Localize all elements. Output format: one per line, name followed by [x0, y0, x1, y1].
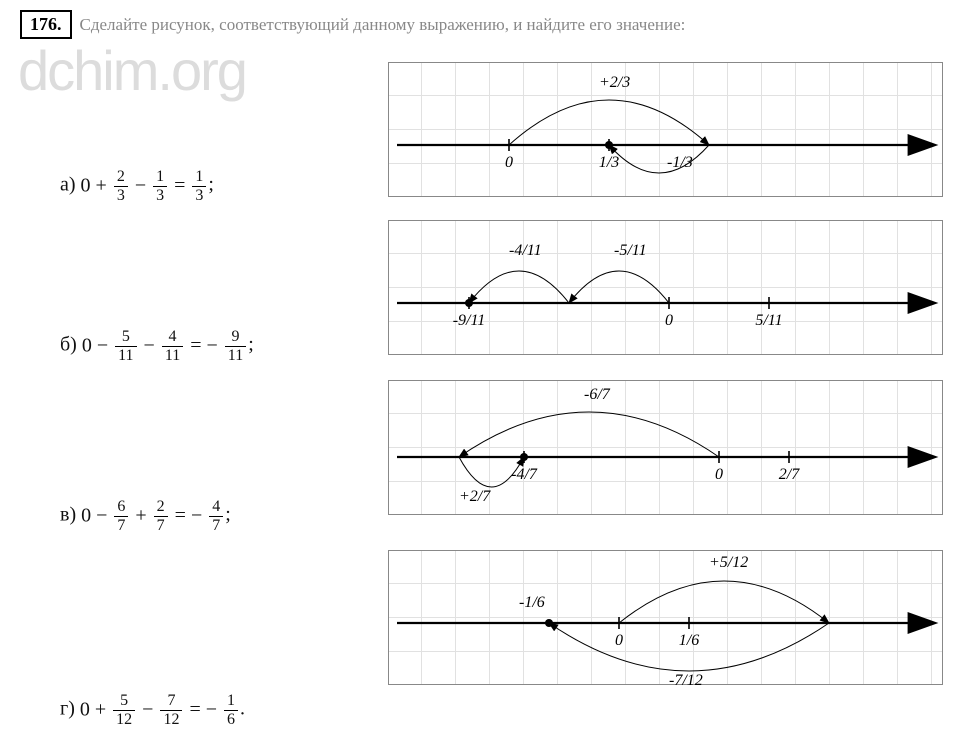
- eq-b-frac1: 511: [115, 328, 136, 364]
- svg-text:0: 0: [665, 312, 673, 329]
- eq-b-op1: −: [97, 335, 108, 357]
- eq-c-result: 47: [209, 498, 223, 534]
- eq-d-suffix: .: [240, 698, 245, 720]
- eq-c-eq: = −: [175, 505, 203, 527]
- eq-d-eq: = −: [189, 699, 217, 721]
- eq-a-result: 13: [192, 168, 206, 204]
- svg-text:-7/12: -7/12: [669, 672, 703, 686]
- svg-text:+2/7: +2/7: [459, 488, 491, 505]
- equation-c: в) 0 − 67 + 27 = − 47;: [60, 498, 231, 534]
- eq-a-label: а): [60, 174, 76, 196]
- eq-b-eq: = −: [190, 335, 218, 357]
- eq-a-op1: +: [96, 175, 107, 197]
- problem-number: 176.: [20, 10, 72, 39]
- diagram-b: -9/11 0 5/11 -5/11 -4/11: [388, 220, 943, 355]
- svg-text:0: 0: [615, 632, 623, 649]
- eq-a-zero: 0: [81, 175, 91, 197]
- eq-c-op1: −: [96, 505, 107, 527]
- svg-text:-5/11: -5/11: [614, 242, 647, 259]
- eq-c-label: в): [60, 504, 76, 526]
- svg-text:0: 0: [715, 466, 723, 483]
- svg-text:-1/6: -1/6: [519, 594, 545, 611]
- equation-d: г) 0 + 512 − 712 = − 16.: [60, 692, 245, 728]
- problem-prompt: Сделайте рисунок, соответствующий данном…: [80, 15, 686, 35]
- svg-text:0: 0: [505, 154, 513, 171]
- equation-a: а) 0 + 23 − 13 = 13;: [60, 168, 214, 204]
- eq-c-suffix: ;: [225, 504, 231, 526]
- eq-c-op2: +: [135, 505, 146, 527]
- diagram-a: 0 1/3 +2/3 -1/3: [388, 62, 943, 197]
- watermark-text: dchim.org: [18, 38, 246, 103]
- eq-d-op2: −: [142, 699, 153, 721]
- eq-d-op1: +: [95, 699, 106, 721]
- eq-d-label: г): [60, 698, 75, 720]
- eq-c-frac2: 27: [154, 498, 168, 534]
- svg-text:-9/11: -9/11: [453, 312, 486, 329]
- page: 176. Сделайте рисунок, соответствующий д…: [0, 0, 965, 736]
- eq-b-op2: −: [144, 335, 155, 357]
- eq-d-result: 16: [224, 692, 238, 728]
- svg-text:1/6: 1/6: [679, 632, 699, 649]
- eq-c-frac1: 67: [114, 498, 128, 534]
- svg-text:+5/12: +5/12: [709, 554, 748, 571]
- eq-b-zero: 0: [82, 335, 92, 357]
- svg-text:1/3: 1/3: [599, 154, 619, 171]
- svg-text:-6/7: -6/7: [584, 386, 611, 403]
- svg-text:-4/11: -4/11: [509, 242, 542, 259]
- eq-b-suffix: ;: [248, 334, 254, 356]
- eq-a-op2: −: [135, 175, 146, 197]
- eq-a-eq: =: [174, 175, 185, 197]
- svg-text:5/11: 5/11: [755, 312, 782, 329]
- eq-d-zero: 0: [80, 699, 90, 721]
- eq-d-frac2: 712: [160, 692, 182, 728]
- eq-c-zero: 0: [81, 505, 91, 527]
- eq-d-frac1: 512: [113, 692, 135, 728]
- svg-text:+2/3: +2/3: [599, 74, 630, 91]
- eq-a-suffix: ;: [208, 174, 214, 196]
- diagram-c: -4/7 0 2/7 -6/7 +2/7: [388, 380, 943, 515]
- svg-text:-4/7: -4/7: [511, 466, 538, 483]
- equation-b: б) 0 − 511 − 411 = − 911;: [60, 328, 254, 364]
- eq-b-result: 911: [225, 328, 246, 364]
- diagram-d: 0 1/6 +5/12 -7/12 -1/6: [388, 550, 943, 685]
- eq-b-label: б): [60, 334, 77, 356]
- svg-text:2/7: 2/7: [779, 466, 800, 483]
- svg-text:-1/3: -1/3: [667, 154, 693, 171]
- eq-b-frac2: 411: [162, 328, 183, 364]
- eq-a-frac1: 23: [114, 168, 128, 204]
- header: 176. Сделайте рисунок, соответствующий д…: [20, 10, 945, 39]
- eq-a-frac2: 13: [153, 168, 167, 204]
